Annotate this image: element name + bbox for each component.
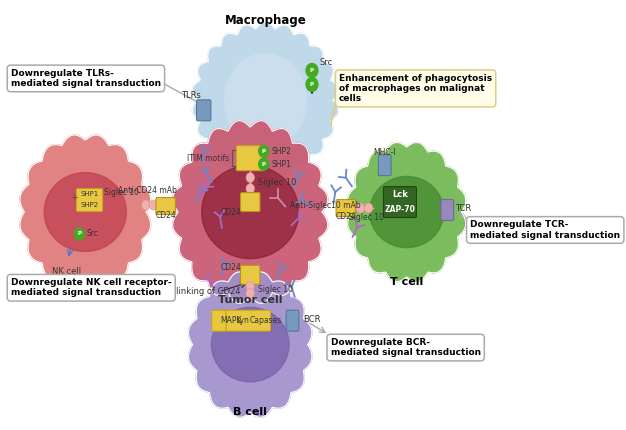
Polygon shape	[188, 272, 312, 417]
Text: CD24: CD24	[221, 263, 242, 272]
Text: Enhancement of phagocytosis
of macrophages on malignat
cells: Enhancement of phagocytosis of macrophag…	[339, 74, 492, 103]
Text: Capases: Capases	[249, 316, 282, 325]
Text: Src: Src	[86, 230, 98, 239]
Text: TCR: TCR	[455, 203, 471, 212]
Ellipse shape	[369, 176, 444, 248]
Text: Lck: Lck	[392, 190, 408, 199]
Ellipse shape	[44, 172, 126, 252]
FancyBboxPatch shape	[76, 189, 103, 212]
Circle shape	[364, 203, 373, 213]
Text: Siglec 10: Siglec 10	[258, 178, 296, 187]
Text: Anti-CD24 mAb: Anti-CD24 mAb	[118, 186, 177, 195]
FancyBboxPatch shape	[212, 310, 226, 331]
Circle shape	[246, 172, 254, 183]
Circle shape	[149, 200, 158, 210]
Text: SHP1: SHP1	[272, 160, 291, 169]
Text: P: P	[78, 231, 81, 236]
Polygon shape	[173, 121, 328, 303]
Text: Downregulate BCR-
mediated signal transduction: Downregulate BCR- mediated signal transd…	[331, 338, 481, 357]
Text: MAPK: MAPK	[220, 316, 241, 325]
Text: Src: Src	[320, 58, 333, 67]
Text: Siglec 10: Siglec 10	[104, 187, 138, 197]
Circle shape	[246, 281, 254, 291]
Text: CD24: CD24	[336, 212, 356, 221]
FancyBboxPatch shape	[286, 310, 299, 331]
Text: Anti-Siglec10 mAb: Anti-Siglec10 mAb	[290, 200, 361, 209]
FancyBboxPatch shape	[240, 193, 260, 212]
FancyBboxPatch shape	[236, 146, 264, 171]
Circle shape	[259, 145, 269, 157]
Text: NK cell: NK cell	[64, 282, 107, 292]
Polygon shape	[20, 135, 151, 289]
Text: NK cell
receptor: NK cell receptor	[49, 267, 85, 286]
Text: Lyn: Lyn	[237, 316, 250, 325]
Text: Downregulate TCR-
mediated signal transduction: Downregulate TCR- mediated signal transd…	[470, 220, 620, 240]
Text: +: +	[70, 193, 78, 203]
Text: Crosslinking of CD24: Crosslinking of CD24	[153, 287, 240, 296]
Circle shape	[74, 228, 85, 240]
Text: Siglec 10: Siglec 10	[258, 285, 293, 294]
Text: Downregulate NK cell receptor-
mediated signal transduction: Downregulate NK cell receptor- mediated …	[11, 278, 172, 298]
Text: P: P	[262, 149, 266, 154]
FancyBboxPatch shape	[197, 100, 211, 121]
Ellipse shape	[225, 54, 306, 147]
Text: B cell: B cell	[233, 407, 267, 418]
Text: TLRs: TLRs	[182, 91, 201, 100]
Text: CD24: CD24	[155, 212, 176, 221]
Circle shape	[246, 184, 254, 194]
Text: SHP1: SHP1	[80, 191, 98, 197]
Polygon shape	[192, 22, 339, 178]
Circle shape	[356, 203, 364, 213]
FancyBboxPatch shape	[240, 265, 260, 284]
Text: P: P	[310, 68, 314, 73]
Text: ZAP-70: ZAP-70	[384, 205, 416, 214]
Text: SHP2: SHP2	[80, 202, 98, 208]
Text: Downregulate TLRs-
mediated signal transduction: Downregulate TLRs- mediated signal trans…	[11, 69, 161, 88]
Text: BCR: BCR	[304, 315, 321, 324]
Ellipse shape	[202, 166, 299, 258]
Circle shape	[306, 77, 318, 92]
FancyBboxPatch shape	[336, 200, 356, 216]
Circle shape	[306, 64, 318, 77]
Ellipse shape	[212, 307, 289, 382]
Circle shape	[259, 158, 269, 170]
Circle shape	[246, 288, 254, 298]
Polygon shape	[348, 142, 466, 282]
Text: T cell: T cell	[390, 277, 423, 287]
FancyBboxPatch shape	[213, 310, 270, 331]
Text: P: P	[262, 162, 266, 167]
Text: Macrophage: Macrophage	[225, 14, 306, 27]
Text: ITIM motifs: ITIM motifs	[187, 154, 229, 163]
Text: MHC-I: MHC-I	[373, 147, 396, 157]
Circle shape	[141, 200, 150, 210]
FancyBboxPatch shape	[441, 200, 454, 221]
Text: P: P	[310, 82, 314, 87]
Text: Tumor cell: Tumor cell	[218, 295, 282, 305]
FancyBboxPatch shape	[378, 155, 391, 175]
Text: SHP2: SHP2	[272, 147, 291, 156]
FancyBboxPatch shape	[384, 187, 416, 218]
Text: Siglec 10: Siglec 10	[349, 213, 384, 222]
Text: CD24: CD24	[221, 208, 242, 217]
FancyBboxPatch shape	[156, 197, 175, 215]
